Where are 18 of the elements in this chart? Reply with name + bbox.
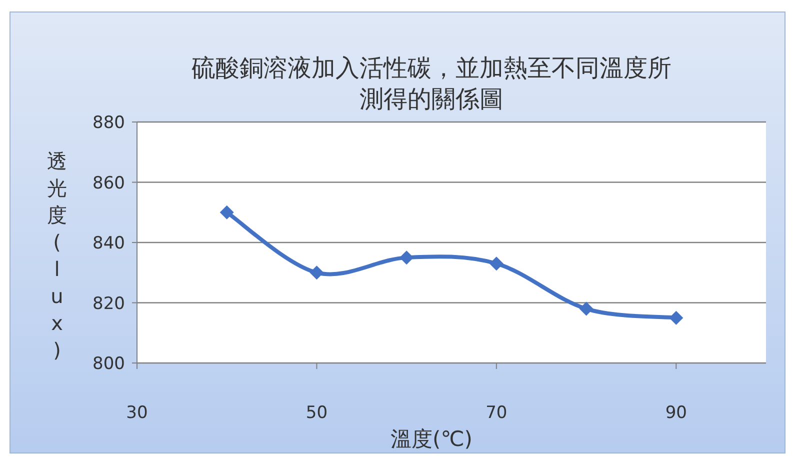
x-tick-label: 30 xyxy=(126,403,148,423)
chart-title: 硫酸銅溶液加入活性碳，並加熱至不同溫度所測得的關係圖 xyxy=(192,54,672,113)
x-tick-label: 90 xyxy=(665,403,687,423)
point xyxy=(220,205,234,220)
y-tick-label: 880 xyxy=(92,113,125,133)
point xyxy=(310,266,324,280)
y-tick-label: 820 xyxy=(92,294,125,314)
x-axis-title: 溫度(℃) xyxy=(390,427,472,451)
y-axis-title: 透光度(lux) xyxy=(47,149,67,362)
x-tick-label: 50 xyxy=(306,403,328,423)
y-tick-label: 800 xyxy=(92,354,125,374)
x-tick-label: 70 xyxy=(486,403,508,423)
point xyxy=(489,256,504,271)
y-tick-label: 840 xyxy=(92,234,125,254)
point xyxy=(400,250,414,265)
y-tick-label: 860 xyxy=(92,173,125,194)
point xyxy=(669,310,684,325)
point xyxy=(579,302,594,316)
